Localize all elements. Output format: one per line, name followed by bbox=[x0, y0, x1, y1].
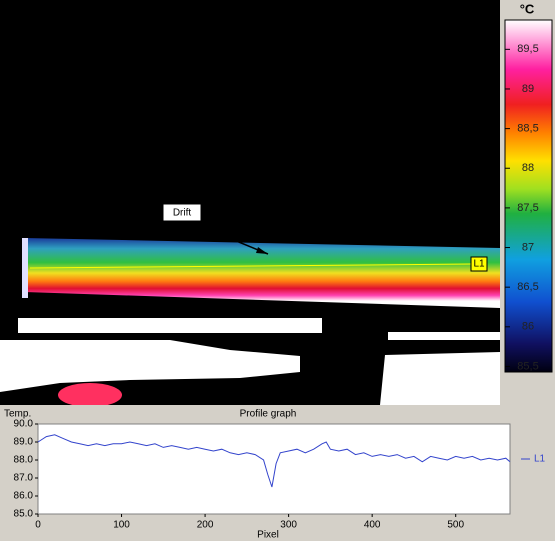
y-tick-label: 90.0 bbox=[14, 419, 34, 430]
hot-region bbox=[380, 352, 500, 405]
colorbar-tick-label: 89,5 bbox=[517, 43, 538, 55]
line-label-box bbox=[470, 256, 488, 272]
plot-area bbox=[37, 423, 511, 515]
y-tick-label: 85.0 bbox=[14, 509, 34, 520]
colorbar-tick-label: 88,5 bbox=[517, 123, 538, 135]
colorbar-tick-label: 88 bbox=[522, 162, 534, 174]
y-tick-label: 86.0 bbox=[14, 491, 34, 502]
hot-region bbox=[388, 332, 500, 340]
chart-title: Profile graph bbox=[240, 409, 297, 420]
annotation-arrow bbox=[189, 221, 269, 255]
hot-spot bbox=[58, 383, 122, 407]
colorbar-tick-label: 86,5 bbox=[517, 281, 538, 293]
annotation: Drift bbox=[173, 208, 192, 219]
legend-label: L1 bbox=[534, 454, 546, 465]
colorbar-title: °C bbox=[520, 1, 535, 16]
x-tick-label: 200 bbox=[197, 520, 214, 531]
colorbar-tick-label: 87 bbox=[522, 241, 534, 253]
x-tick-label: 100 bbox=[113, 520, 130, 531]
hot-strip bbox=[25, 238, 500, 308]
x-tick-label: 500 bbox=[447, 520, 464, 531]
y-axis-label: Temp. bbox=[4, 409, 31, 420]
hot-region bbox=[18, 318, 322, 333]
colorbar bbox=[504, 19, 553, 373]
x-tick-label: 400 bbox=[364, 520, 381, 531]
y-tick-label: 89.0 bbox=[14, 437, 34, 448]
x-tick-label: 300 bbox=[280, 520, 297, 531]
colorbar-tick-label: 86 bbox=[522, 321, 534, 333]
y-tick-label: 88.0 bbox=[14, 455, 34, 466]
annotation-box bbox=[162, 203, 202, 222]
y-tick-label: 87.0 bbox=[14, 473, 34, 484]
x-axis-label: Pixel bbox=[257, 530, 279, 541]
colorbar-tick-label: 87,5 bbox=[517, 202, 538, 214]
profile-line bbox=[29, 263, 473, 269]
x-tick-label: 0 bbox=[35, 520, 41, 531]
line-label: L1 bbox=[473, 259, 485, 270]
colorbar-tick-label: 89 bbox=[522, 83, 534, 95]
colorbar-tick-label: 85,5 bbox=[517, 360, 538, 372]
profile-line bbox=[37, 434, 511, 488]
arrow-head bbox=[256, 247, 268, 254]
strip-edge bbox=[22, 238, 28, 298]
hot-region bbox=[0, 340, 300, 392]
